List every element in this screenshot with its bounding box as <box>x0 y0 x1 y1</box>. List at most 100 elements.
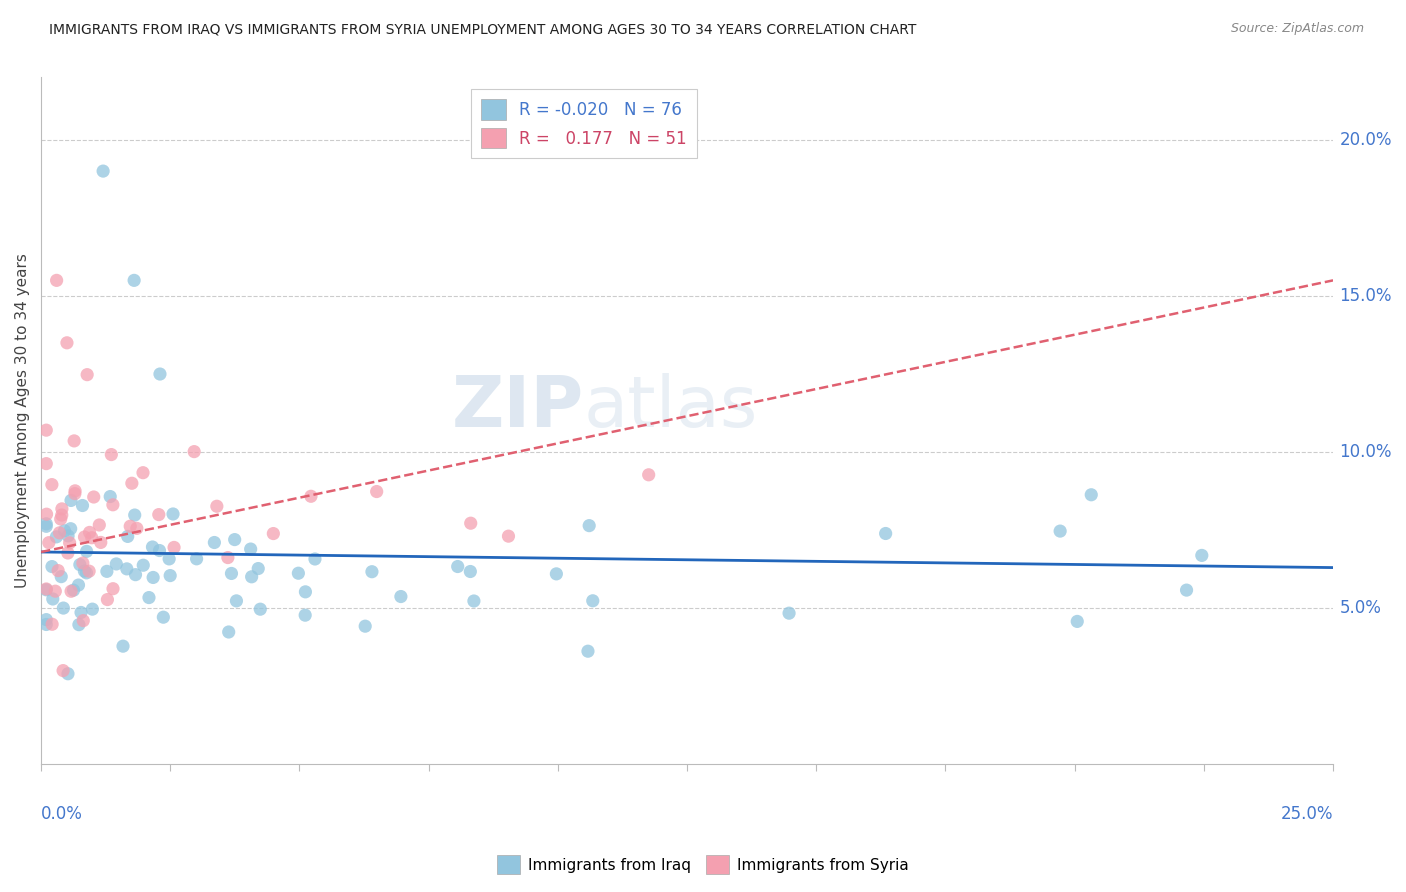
Point <box>73 564 96 578</box>
Point <box>1080 488 1102 502</box>
Point <box>38 535 60 549</box>
Point <box>582 594 605 608</box>
Point <box>240 570 263 584</box>
Point <box>217 550 239 565</box>
Point <box>101 582 124 596</box>
Point <box>45 273 67 287</box>
Point <box>141 540 163 554</box>
Point <box>224 533 246 547</box>
Point <box>218 625 240 640</box>
Point <box>52 664 75 678</box>
Point <box>361 565 384 579</box>
Text: 10.0%: 10.0% <box>1340 443 1392 461</box>
Text: IMMIGRANTS FROM IRAQ VS IMMIGRANTS FROM SYRIA UNEMPLOYMENT AMONG AGES 30 TO 34 Y: IMMIGRANTS FROM IRAQ VS IMMIGRANTS FROM … <box>49 22 917 37</box>
Point <box>121 476 143 491</box>
Point <box>225 594 247 608</box>
Point <box>67 578 90 592</box>
Point <box>142 570 165 584</box>
Point <box>183 444 205 458</box>
Point <box>35 457 58 471</box>
Point <box>138 591 160 605</box>
Point <box>1175 583 1198 598</box>
Point <box>262 526 284 541</box>
Point <box>98 490 121 504</box>
Point <box>1191 549 1213 563</box>
Point <box>35 582 58 597</box>
Point <box>287 566 309 581</box>
Y-axis label: Unemployment Among Ages 30 to 34 years: Unemployment Among Ages 30 to 34 years <box>15 253 30 589</box>
Point <box>76 368 98 382</box>
Point <box>125 521 148 535</box>
Point <box>35 519 58 533</box>
Point <box>56 529 79 543</box>
Point <box>76 544 98 558</box>
Point <box>637 467 659 482</box>
Point <box>115 562 138 576</box>
Point <box>89 518 111 533</box>
Point <box>41 477 63 491</box>
Point <box>44 584 66 599</box>
Point <box>56 335 79 350</box>
Point <box>101 498 124 512</box>
Point <box>96 565 118 579</box>
Point <box>294 608 316 623</box>
Point <box>463 594 485 608</box>
Point <box>48 525 70 540</box>
Point <box>111 639 134 653</box>
Point <box>35 617 58 632</box>
Point <box>45 530 67 544</box>
Point <box>70 606 93 620</box>
Point <box>35 423 58 437</box>
Point <box>90 535 112 549</box>
Text: 5.0%: 5.0% <box>1340 599 1381 617</box>
Legend: R = -0.020   N = 76, R =   0.177   N = 51: R = -0.020 N = 76, R = 0.177 N = 51 <box>471 89 697 158</box>
Point <box>60 584 83 599</box>
Point <box>299 489 322 503</box>
Point <box>35 507 58 521</box>
Point <box>578 518 600 533</box>
Point <box>132 466 155 480</box>
Point <box>124 567 146 582</box>
Point <box>52 601 75 615</box>
Point <box>82 602 104 616</box>
Point <box>546 566 568 581</box>
Point <box>35 516 58 531</box>
Point <box>1049 524 1071 538</box>
Point <box>157 552 180 566</box>
Point <box>221 566 243 581</box>
Point <box>76 566 98 580</box>
Point <box>162 507 184 521</box>
Point <box>148 543 170 558</box>
Text: ZIP: ZIP <box>451 373 583 442</box>
Point <box>79 525 101 540</box>
Point <box>77 564 100 578</box>
Point <box>80 531 103 545</box>
Point <box>63 486 86 500</box>
Point <box>205 500 228 514</box>
Point <box>73 530 96 544</box>
Text: 20.0%: 20.0% <box>1340 131 1392 149</box>
Point <box>875 526 897 541</box>
Legend: Immigrants from Iraq, Immigrants from Syria: Immigrants from Iraq, Immigrants from Sy… <box>491 849 915 880</box>
Point <box>35 613 58 627</box>
Point <box>51 569 73 583</box>
Point <box>460 565 482 579</box>
Point <box>778 606 800 620</box>
Point <box>354 619 377 633</box>
Text: 25.0%: 25.0% <box>1281 805 1333 823</box>
Point <box>53 524 76 538</box>
Point <box>72 614 94 628</box>
Point <box>202 535 225 549</box>
Point <box>96 592 118 607</box>
Point <box>83 490 105 504</box>
Point <box>72 556 94 570</box>
Point <box>148 508 170 522</box>
Point <box>56 666 79 681</box>
Point <box>132 558 155 573</box>
Text: atlas: atlas <box>583 373 758 442</box>
Point <box>1066 615 1088 629</box>
Point <box>124 508 146 522</box>
Point <box>149 367 172 381</box>
Point <box>100 448 122 462</box>
Text: 0.0%: 0.0% <box>41 805 83 823</box>
